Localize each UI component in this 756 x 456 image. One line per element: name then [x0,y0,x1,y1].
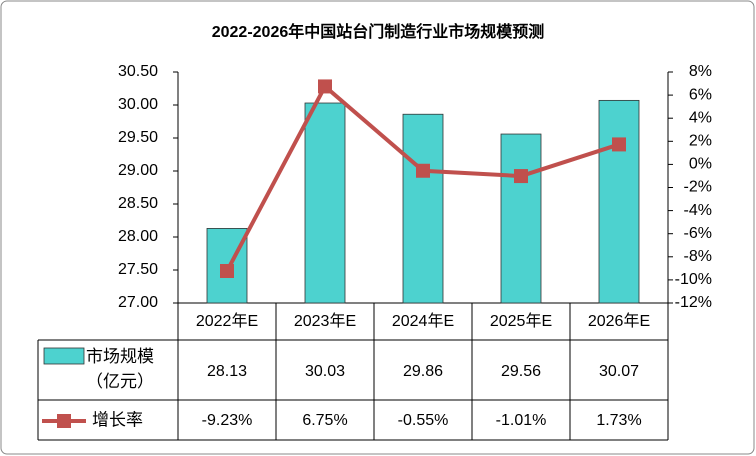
y2-tick-label: 4% [689,109,712,126]
legend-swatch [43,347,85,365]
y-tick-label: 30.00 [118,96,158,113]
table-value: 29.86 [403,363,443,380]
table-value: 28.13 [207,363,247,380]
y-tick-label: 29.50 [118,129,158,146]
table-value: 29.56 [501,363,541,380]
table-value: 1.73% [596,412,641,429]
bar [598,99,640,304]
x-tick-label: 2022年E [196,312,258,330]
legend-label: 增长率 [92,410,143,429]
table-value: -9.23% [202,412,253,429]
y2-tick-label: 2% [689,133,712,150]
x-tick-label: 2024年E [392,312,454,330]
y-tick-label: 28.00 [118,228,158,245]
y2-tick-label: -8% [684,248,712,265]
chart-title: 2022-2026年中国站台门制造行业市场规模预测 [212,22,545,41]
y-tick-label: 27.50 [118,261,158,278]
legend-marker [57,414,71,428]
y2-tick-label: -6% [684,225,712,242]
y2-tick-label: 0% [689,156,712,173]
table-value: 30.07 [599,363,639,380]
y2-tick-label: -12% [675,294,712,311]
y-tick-label: 30.50 [118,63,158,80]
line-marker [416,163,430,178]
y2-tick-label: 8% [689,63,712,80]
line-marker [612,137,626,152]
table-value: -1.01% [496,412,547,429]
y-tick-label: 27.00 [118,294,158,311]
y2-tick-label: -4% [684,202,712,219]
bar [304,102,346,304]
y2-tick-label: -10% [675,271,712,288]
y2-tick-label: -2% [684,179,712,196]
line-marker [220,264,234,279]
table-value: 30.03 [305,363,345,380]
bar [500,133,542,304]
table-value: -0.55% [398,412,449,429]
x-tick-label: 2026年E [588,312,650,330]
x-tick-label: 2023年E [294,312,356,330]
legend-label: 市场规模（亿元） [86,347,154,391]
line-marker [514,169,528,184]
x-tick-label: 2025年E [490,312,552,330]
y-tick-label: 29.00 [118,162,158,179]
legend-label-box: 市场规模（亿元） [86,347,154,391]
line-marker [318,79,332,94]
y-tick-label: 28.50 [118,195,158,212]
table-value: 6.75% [302,412,347,429]
y2-tick-label: 6% [689,86,712,103]
bar [402,113,444,304]
